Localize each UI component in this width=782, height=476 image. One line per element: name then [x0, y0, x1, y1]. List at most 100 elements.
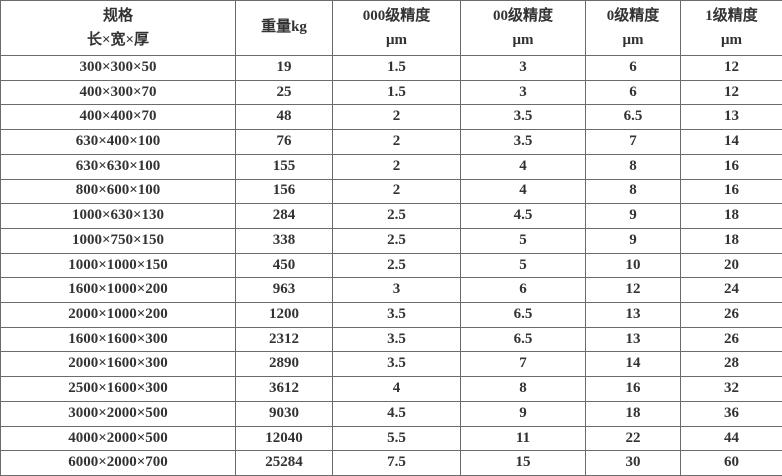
value-cell: 16 [680, 153, 782, 180]
value-cell: 36 [680, 400, 782, 427]
spec-cell: 1000×1000×150 [0, 252, 236, 279]
value-cell: 9030 [235, 400, 333, 427]
table-row: 1000×1000×150 450 2.5 5 10 20 [0, 252, 782, 279]
value-cell: 11 [460, 425, 586, 452]
table-row: 4000×2000×500 12040 5.5 11 22 44 [0, 425, 782, 452]
value-cell: 13 [585, 326, 681, 353]
value-cell: 48 [235, 104, 333, 131]
table-row: 2000×1600×300 2890 3.5 7 14 28 [0, 351, 782, 378]
value-cell: 18 [585, 400, 681, 427]
header-spec-title: 规格 [102, 8, 133, 24]
value-cell: 12 [680, 55, 782, 81]
spec-cell: 630×630×100 [0, 153, 236, 180]
table-row: 6000×2000×700 25284 7.5 15 30 60 [0, 450, 782, 476]
header-grade-0: 0级精度 μm [585, 0, 681, 56]
header-grade-00: 00级精度 μm [460, 0, 586, 56]
header-grade-00-unit: μm [512, 32, 534, 48]
table-row: 1000×630×130 284 2.5 4.5 9 18 [0, 203, 782, 229]
value-cell: 3.5 [332, 351, 461, 378]
table-row: 400×300×70 25 1.5 3 6 12 [0, 79, 782, 106]
table-row: 1000×750×150 338 2.5 5 9 18 [0, 227, 782, 254]
spec-cell: 630×400×100 [0, 129, 236, 155]
value-cell: 15 [460, 450, 586, 476]
value-cell: 7 [460, 351, 586, 378]
table-row: 400×400×70 48 2 3.5 6.5 13 [0, 104, 782, 131]
value-cell: 3.5 [460, 104, 586, 131]
table-row: 2000×1000×200 1200 3.5 6.5 13 26 [0, 302, 782, 328]
value-cell: 2.5 [332, 203, 461, 229]
value-cell: 2 [332, 129, 461, 155]
value-cell: 9 [460, 400, 586, 427]
value-cell: 4.5 [460, 203, 586, 229]
value-cell: 9 [585, 227, 681, 254]
spec-cell: 1600×1000×200 [0, 277, 236, 304]
value-cell: 6 [585, 79, 681, 106]
value-cell: 7.5 [332, 450, 461, 476]
value-cell: 5 [460, 252, 586, 279]
value-cell: 6.5 [585, 104, 681, 131]
value-cell: 2.5 [332, 227, 461, 254]
value-cell: 18 [680, 227, 782, 254]
value-cell: 12 [680, 79, 782, 106]
value-cell: 4 [460, 153, 586, 180]
value-cell: 1.5 [332, 79, 461, 106]
header-grade-00-title: 00级精度 [492, 8, 553, 24]
value-cell: 3 [460, 55, 586, 81]
table-header: 规格 长×宽×厚 重量kg 000级精度 μm 00级精度 μm 0级精度 μm [0, 0, 782, 56]
table-row: 1600×1600×300 2312 3.5 6.5 13 26 [0, 326, 782, 353]
value-cell: 19 [235, 55, 333, 81]
header-weight-title: 重量kg [261, 19, 307, 36]
value-cell: 5 [460, 227, 586, 254]
value-cell: 2 [332, 178, 461, 205]
value-cell: 28 [680, 351, 782, 378]
value-cell: 6.5 [460, 302, 586, 328]
spec-cell: 400×400×70 [0, 104, 236, 131]
value-cell: 6 [585, 55, 681, 81]
table-row: 1600×1000×200 963 3 6 12 24 [0, 277, 782, 304]
value-cell: 25 [235, 79, 333, 106]
value-cell: 8 [460, 376, 586, 402]
header-spec: 规格 长×宽×厚 [0, 0, 236, 56]
value-cell: 4.5 [332, 400, 461, 427]
value-cell: 2312 [235, 326, 333, 353]
header-grade-1-unit: μm [721, 32, 742, 48]
value-cell: 156 [235, 178, 333, 205]
value-cell: 26 [680, 326, 782, 353]
table-row: 630×630×100 155 2 4 8 16 [0, 153, 782, 180]
value-cell: 6 [460, 277, 586, 304]
value-cell: 3 [332, 277, 461, 304]
spec-cell: 2000×1000×200 [0, 302, 236, 328]
header-grade-0-unit: μm [622, 32, 644, 48]
spec-cell: 1600×1600×300 [0, 326, 236, 353]
value-cell: 13 [680, 104, 782, 131]
value-cell: 338 [235, 227, 333, 254]
value-cell: 12040 [235, 425, 333, 452]
value-cell: 4 [460, 178, 586, 205]
spec-cell: 400×300×70 [0, 79, 236, 106]
value-cell: 6.5 [460, 326, 586, 353]
value-cell: 9 [585, 203, 681, 229]
spec-cell: 300×300×50 [0, 55, 236, 81]
value-cell: 10 [585, 252, 681, 279]
value-cell: 4 [332, 376, 461, 402]
header-grade-1-title: 1级精度 [705, 8, 758, 24]
table-row: 2500×1600×300 3612 4 8 16 32 [0, 376, 782, 402]
table-row: 630×400×100 76 2 3.5 7 14 [0, 129, 782, 155]
value-cell: 3612 [235, 376, 333, 402]
value-cell: 8 [585, 153, 681, 180]
value-cell: 24 [680, 277, 782, 304]
value-cell: 3.5 [460, 129, 586, 155]
value-cell: 30 [585, 450, 681, 476]
value-cell: 22 [585, 425, 681, 452]
spec-cell: 800×600×100 [0, 178, 236, 205]
value-cell: 14 [680, 129, 782, 155]
table-row: 300×300×50 19 1.5 3 6 12 [0, 55, 782, 81]
value-cell: 13 [585, 302, 681, 328]
value-cell: 7 [585, 129, 681, 155]
value-cell: 3 [460, 79, 586, 106]
value-cell: 2890 [235, 351, 333, 378]
value-cell: 32 [680, 376, 782, 402]
value-cell: 2.5 [332, 252, 461, 279]
